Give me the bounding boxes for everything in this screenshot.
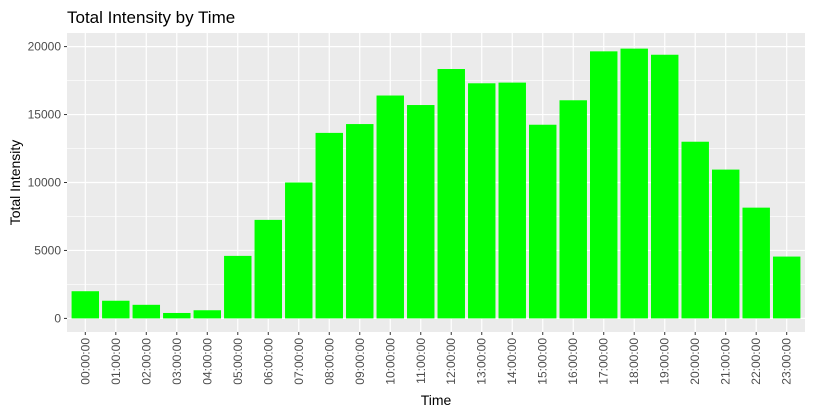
y-axis-title: Total Intensity [7, 140, 23, 226]
y-tick-label: 20000 [28, 40, 62, 54]
bar [468, 83, 496, 319]
x-tick-label: 02:00:00 [139, 338, 153, 385]
bar [193, 310, 222, 319]
bar [437, 69, 465, 319]
x-tick-label: 21:00:00 [719, 338, 733, 385]
bar [224, 255, 252, 319]
bar [285, 182, 313, 319]
bar [650, 54, 679, 319]
y-axis: 0 5000 10000 15000 20000 [28, 40, 67, 325]
bar [529, 124, 557, 319]
x-tick-label: 22:00:00 [749, 338, 763, 385]
x-tick-label: 10:00:00 [383, 338, 397, 385]
bar [163, 312, 191, 319]
x-axis-title: Time [421, 392, 452, 408]
y-tick-label: 10000 [28, 176, 62, 190]
x-tick-label: 03:00:00 [170, 338, 184, 385]
x-tick-label: 08:00:00 [322, 338, 336, 385]
x-tick-label: 16:00:00 [566, 338, 580, 385]
x-tick-label: 15:00:00 [536, 338, 550, 385]
bar [498, 82, 526, 319]
x-tick-label: 14:00:00 [505, 338, 519, 385]
bar [315, 132, 343, 319]
bar [620, 48, 648, 319]
bar [376, 95, 404, 319]
x-tick-label: 13:00:00 [475, 338, 489, 385]
y-tick-label: 15000 [28, 108, 62, 122]
bar [742, 207, 770, 319]
x-tick-label: 11:00:00 [414, 338, 428, 384]
bar [711, 169, 740, 319]
chart-title: Total Intensity by Time [67, 8, 235, 27]
x-tick-label: 12:00:00 [444, 338, 458, 385]
bar [559, 100, 587, 319]
x-tick-label: 05:00:00 [231, 338, 245, 385]
x-tick-label: 07:00:00 [292, 338, 306, 385]
bar [102, 300, 130, 319]
x-tick-label: 18:00:00 [627, 338, 641, 385]
bar [71, 291, 100, 319]
x-tick-label: 04:00:00 [200, 338, 214, 385]
x-tick-label: 20:00:00 [688, 338, 702, 385]
bar [254, 219, 282, 319]
bar [132, 304, 161, 319]
x-tick-label: 06:00:00 [261, 338, 275, 385]
y-tick-label: 5000 [34, 243, 61, 257]
x-tick-label: 19:00:00 [658, 338, 672, 385]
x-tick-label: 09:00:00 [353, 338, 367, 385]
bar [590, 51, 618, 319]
bar [772, 256, 801, 319]
bar [681, 141, 709, 319]
x-tick-label: 00:00:00 [78, 338, 92, 385]
x-tick-label: 23:00:00 [780, 338, 794, 385]
x-tick-label: 17:00:00 [597, 338, 611, 385]
bar [407, 105, 435, 319]
y-tick-label: 0 [54, 311, 61, 325]
x-tick-label: 01:00:00 [109, 338, 123, 385]
bar [346, 124, 374, 319]
x-axis: 00:00:00 01:00:00 02:00:00 03:00:00 04:00:00… [78, 332, 794, 385]
bars [71, 48, 801, 319]
